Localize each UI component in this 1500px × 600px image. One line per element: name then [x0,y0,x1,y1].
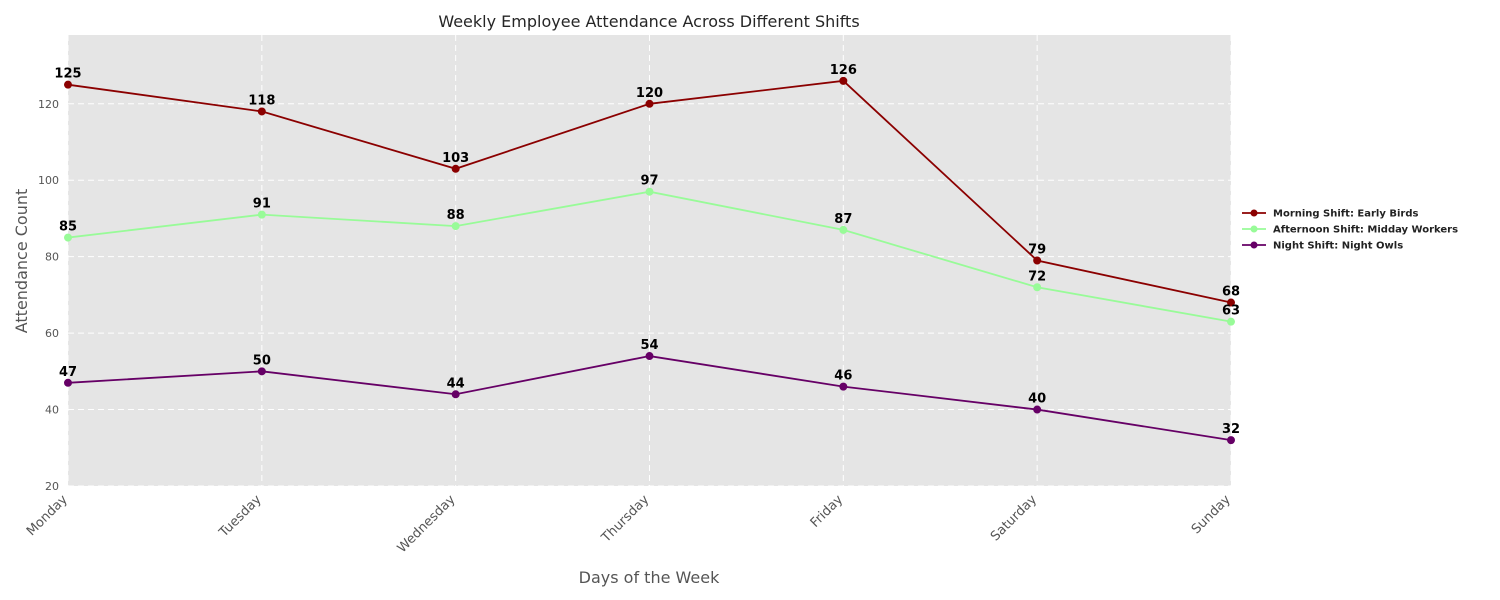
y-tick-label: 60 [45,327,59,340]
series-afternoon-shift-midday-workers [64,187,1235,326]
data-point [257,210,266,219]
series-morning-shift-early-birds [64,76,1235,307]
data-point [451,164,460,173]
x-tick-label-thursday: Thursday [598,492,652,546]
data-label: 79 [1028,243,1046,258]
data-label: 47 [59,365,77,380]
y-tick-labels: 20 40 60 80 100 120 [38,98,59,493]
legend-swatch-marker [1250,241,1258,249]
x-tick-labels: Monday Tuesday Wednesday Thursday Friday Satu… [24,492,1234,556]
y-tick-label: 100 [38,174,59,187]
data-point [645,352,654,361]
data-point [645,187,654,196]
data-point [839,225,848,234]
legend-item-afternoon-shift-midday-workers: Afternoon Shift: Midday Workers [1242,225,1458,236]
data-point [1033,256,1042,265]
legend-item-morning-shift-early-birds: Morning Shift: Early Birds [1242,209,1418,220]
data-point [1227,317,1235,326]
data-label: 68 [1222,285,1240,300]
x-tick-label-tuesday: Tuesday [216,492,265,541]
data-point [257,367,266,376]
data-label: 46 [834,369,852,384]
legend-swatch-marker [1250,209,1258,217]
data-label: 120 [636,86,663,101]
data-label: 88 [447,208,465,223]
x-axis-label: Days of the Week [579,568,720,587]
data-point [645,99,654,108]
x-tick-label-sunday: Sunday [1189,492,1234,537]
x-tick-label-saturday: Saturday [988,492,1040,544]
data-label: 32 [1222,422,1240,437]
data-label: 40 [1028,392,1046,407]
data-point [257,107,266,116]
legend-label: Night Shift: Night Owls [1273,241,1403,252]
data-point [451,390,460,399]
data-label: 54 [640,338,658,353]
data-label: 87 [834,212,852,227]
data-label: 72 [1028,269,1046,284]
data-label: 50 [253,353,271,368]
data-point [64,378,72,387]
data-point [1227,298,1235,307]
data-label: 125 [54,67,81,82]
chart-title: Weekly Employee Attendance Across Differ… [438,12,859,31]
y-tick-label: 40 [45,404,59,417]
data-point [839,76,848,85]
legend: Morning Shift: Early Birds Afternoon Shif… [1242,209,1458,252]
y-tick-label: 80 [45,251,59,264]
x-tick-label-wednesday: Wednesday [395,492,459,556]
legend-label: Afternoon Shift: Midday Workers [1273,225,1458,236]
data-label: 118 [248,93,275,108]
data-point [1033,283,1042,292]
legend-label: Morning Shift: Early Birds [1273,209,1418,220]
data-label: 91 [253,197,271,212]
x-tick-label-friday: Friday [808,492,847,531]
data-label: 63 [1222,304,1240,319]
x-tick-label-monday: Monday [24,492,71,539]
data-point [1227,436,1235,445]
legend-swatch-marker [1250,225,1258,233]
y-tick-label: 20 [45,480,59,493]
data-point [64,80,72,89]
data-label: 44 [447,376,465,391]
series-night-shift-night-owls [64,352,1235,445]
data-point [64,233,72,242]
data-labels: 125 118 103 120 126 79 68 85 91 88 97 87 72 63 47 50 44 5… [54,63,1240,437]
legend-item-night-shift-night-owls: Night Shift: Night Owls [1242,241,1403,252]
data-label: 85 [59,220,77,235]
data-point [1033,405,1042,414]
y-axis-label: Attendance Count [12,189,31,334]
data-label: 103 [442,151,469,166]
data-label: 97 [640,174,658,189]
data-label: 126 [830,63,857,78]
data-point [451,222,460,231]
series-group [64,76,1235,445]
data-point [839,382,848,391]
y-tick-label: 120 [38,98,59,111]
